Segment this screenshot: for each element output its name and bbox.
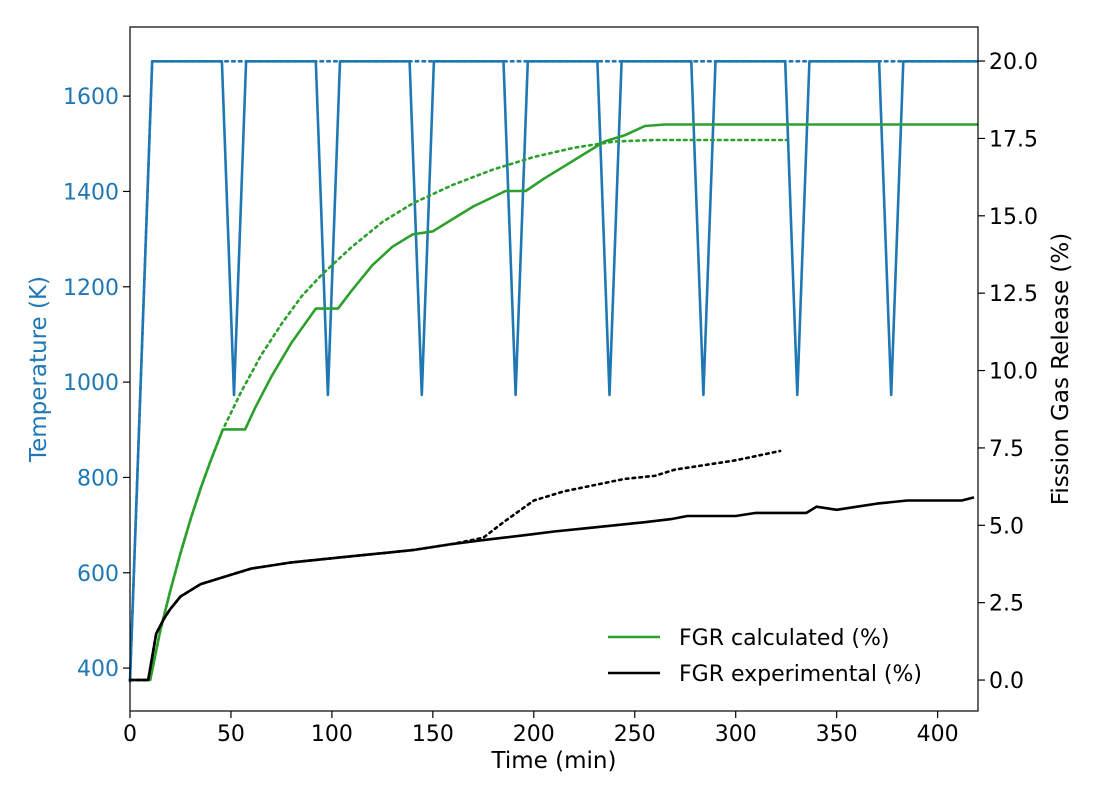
x-tick-label: 100 [311,722,353,747]
x-tick-label: 300 [715,722,757,747]
left-axis-ticks: 400 600 800 1000 1200 1400 1600 [63,85,130,682]
right-tick-label: 10.0 [989,360,1038,385]
right-tick-label: 12.5 [989,282,1038,307]
left-tick-label: 600 [77,562,119,587]
left-tick-label: 1600 [63,85,119,110]
series-layer [128,59,980,683]
x-tick-label: 50 [217,722,245,747]
left-tick-label: 1000 [63,371,119,396]
left-tick-label: 1200 [63,276,119,301]
series-line-0 [128,59,978,682]
legend-label-experimental: FGR experimental (%) [679,662,922,687]
series-line-3 [128,138,788,682]
left-tick-label: 400 [77,657,119,682]
x-tick-label: 400 [917,722,959,747]
plot-frame [129,26,979,712]
x-tick-label: 0 [123,722,137,747]
series-line-1 [128,59,980,683]
left-axis-label: Temperature (K) [26,276,52,463]
right-tick-label: 17.5 [989,127,1038,152]
right-tick-label: 15.0 [989,205,1038,230]
right-tick-label: 7.5 [989,437,1024,462]
x-tick-label: 250 [614,722,656,747]
series-line-4 [130,496,975,682]
right-axis-ticks: 0.0 2.5 5.0 7.5 10.0 12.5 15.0 17.5 20.0 [978,50,1038,694]
series-line-2 [130,123,978,682]
x-tick-label: 200 [513,722,555,747]
right-tick-label: 2.5 [989,592,1024,617]
left-tick-label: 1400 [63,180,119,205]
right-tick-label: 5.0 [989,514,1024,539]
legend: FGR calculated (%) FGR experimental (%) [608,626,922,687]
right-tick-label: 0.0 [989,669,1024,694]
left-tick-label: 800 [77,466,119,491]
legend-label-calculated: FGR calculated (%) [679,626,890,651]
x-axis-ticks: 0 50 100 150 200 250 300 350 400 [123,711,959,747]
right-axis-label: Fission Gas Release (%) [1048,233,1074,505]
right-tick-label: 20.0 [989,50,1038,75]
x-tick-label: 150 [412,722,454,747]
x-axis-label: Time (min) [491,748,617,774]
x-tick-label: 350 [816,722,858,747]
